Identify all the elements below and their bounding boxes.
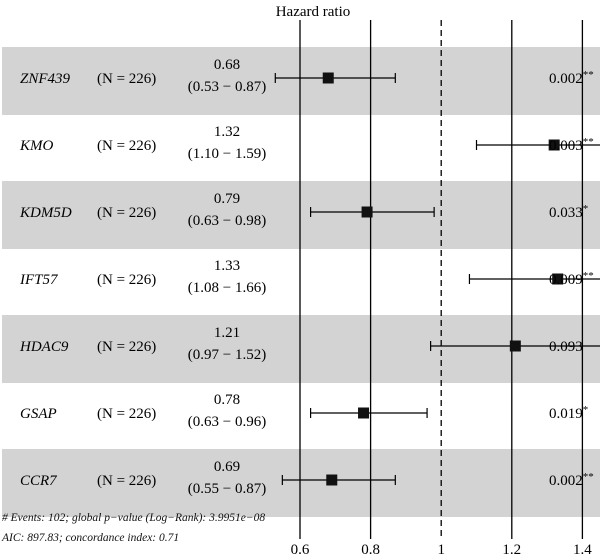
forest-row: IFT57 (N = 226) 1.33 (1.08 − 1.66) 0.009** xyxy=(19,258,600,296)
confidence-interval: (0.97 − 1.52) xyxy=(188,347,266,363)
forest-row: CCR7 (N = 226) 0.69 (0.55 − 0.87) 0.002** xyxy=(20,459,594,497)
p-value: 0.093 xyxy=(549,339,583,355)
gene-label: HDAC9 xyxy=(19,339,69,355)
x-tick-label: 1 xyxy=(437,542,445,557)
p-value: 0.009** xyxy=(549,270,594,288)
confidence-interval: (0.63 − 0.96) xyxy=(188,414,266,430)
significance-stars: ** xyxy=(583,69,594,81)
sample-size: (N = 226) xyxy=(97,71,156,87)
significance-stars: * xyxy=(583,404,589,416)
confidence-interval: (0.55 − 0.87) xyxy=(188,481,266,497)
gene-label: CCR7 xyxy=(20,473,58,489)
hazard-ratio-marker xyxy=(358,407,370,419)
x-tick-label: 1.4 xyxy=(573,542,592,557)
sample-size: (N = 226) xyxy=(97,473,156,489)
p-value: 0.019* xyxy=(549,404,588,422)
x-tick-label: 1.2 xyxy=(502,542,521,557)
hazard-ratio-marker xyxy=(361,206,373,218)
gene-label: ZNF439 xyxy=(20,71,71,87)
forest-row: HDAC9 (N = 226) 1.21 (0.97 − 1.52) 0.093 xyxy=(19,325,600,363)
gene-label: GSAP xyxy=(20,406,57,422)
forest-row: ZNF439 (N = 226) 0.68 (0.53 − 0.87) 0.002** xyxy=(20,57,594,95)
row-band xyxy=(2,47,600,115)
hazard-ratio-value: 1.33 xyxy=(214,258,240,274)
hazard-ratio-marker xyxy=(322,72,334,84)
row-band xyxy=(2,315,600,383)
sample-size: (N = 226) xyxy=(97,272,156,288)
hazard-ratio-value: 1.32 xyxy=(214,124,240,140)
gene-label: KDM5D xyxy=(19,205,72,221)
footnote-aic: AIC: 897.83; concordance index: 0.71 xyxy=(2,532,180,544)
gene-label: KMO xyxy=(19,138,54,154)
significance-stars: ** xyxy=(583,270,594,282)
confidence-interval: (0.63 − 0.98) xyxy=(188,213,266,229)
p-value: 0.002** xyxy=(549,471,594,489)
sample-size: (N = 226) xyxy=(97,339,156,355)
hazard-ratio-value: 0.79 xyxy=(214,191,240,207)
confidence-interval: (1.10 − 1.59) xyxy=(188,146,266,162)
hazard-ratio-marker xyxy=(552,273,564,285)
confidence-interval: (1.08 − 1.66) xyxy=(188,280,266,296)
forest-row: KDM5D (N = 226) 0.79 (0.63 − 0.98) 0.033* xyxy=(19,191,588,229)
significance-stars: ** xyxy=(583,136,594,148)
confidence-interval: (0.53 − 0.87) xyxy=(188,79,266,95)
x-tick-label: 0.6 xyxy=(291,542,310,557)
footnote-events: # Events: 102; global p−value (Log−Rank)… xyxy=(2,512,266,524)
forest-row: KMO (N = 226) 1.32 (1.10 − 1.59) 0.003** xyxy=(19,124,600,162)
sample-size: (N = 226) xyxy=(97,406,156,422)
hazard-ratio-marker xyxy=(326,474,338,486)
hazard-ratio-value: 0.68 xyxy=(214,57,240,73)
sample-size: (N = 226) xyxy=(97,138,156,154)
significance-stars: * xyxy=(583,203,589,215)
hazard-ratio-marker xyxy=(509,340,521,352)
gene-label: IFT57 xyxy=(19,272,59,288)
sample-size: (N = 226) xyxy=(97,205,156,221)
significance-stars: ** xyxy=(583,471,594,483)
hazard-ratio-value: 0.78 xyxy=(214,392,240,408)
p-value: 0.002** xyxy=(549,69,594,87)
row-band xyxy=(2,449,600,517)
hazard-ratio-value: 1.21 xyxy=(214,325,240,341)
x-tick-label: 0.8 xyxy=(361,542,380,557)
hazard-ratio-value: 0.69 xyxy=(214,459,240,475)
p-value: 0.003** xyxy=(549,136,594,154)
row-band xyxy=(2,181,600,249)
hazard-ratio-marker xyxy=(548,139,560,151)
forest-row: GSAP (N = 226) 0.78 (0.63 − 0.96) 0.019* xyxy=(20,392,588,430)
p-value: 0.033* xyxy=(549,203,588,221)
chart-title: Hazard ratio xyxy=(276,4,351,20)
